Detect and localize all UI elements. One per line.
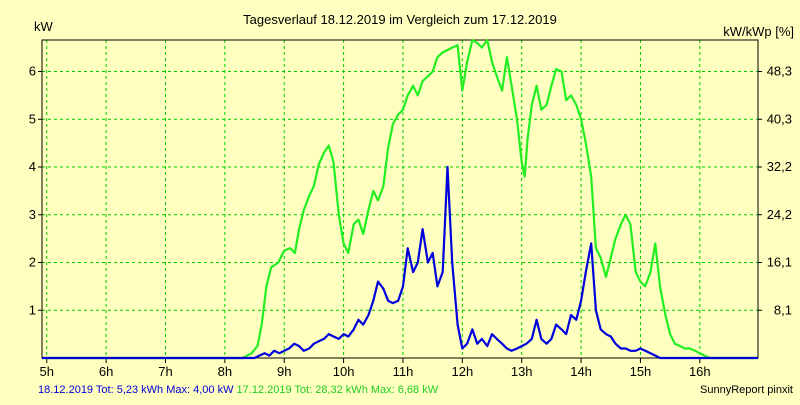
y-tick-label-right: 24,2 (767, 207, 792, 222)
y-tick-label-left: 3 (29, 207, 36, 222)
y-tick-label-left: 1 (29, 302, 36, 317)
y-tick-label-right: 8,1 (774, 302, 792, 317)
series-lines (42, 38, 758, 360)
x-tick-label: 13h (511, 364, 533, 379)
y-axis-right-label: kW/kWp [%] (723, 24, 794, 39)
x-tick-label: 12h (451, 364, 473, 379)
legend-entry: 18.12.2019 Tot: 5,23 kWh Max: 4,00 kW (38, 384, 234, 396)
x-tick-label: 15h (630, 364, 652, 379)
series-line-18-12-2019 (42, 165, 758, 360)
legend-entry: 17.12.2019 Tot: 28,32 kWh Max: 6,68 kW (233, 384, 438, 396)
x-tick-label: 9h (277, 364, 291, 379)
y-axis-left-label: kW (34, 19, 54, 34)
y-tick-label-right: 16,1 (767, 255, 792, 270)
chart-title: Tagesverlauf 18.12.2019 im Vergleich zum… (243, 12, 557, 27)
plot-frame (41, 39, 759, 359)
x-tick-label: 14h (570, 364, 592, 379)
legend: 18.12.2019 Tot: 5,23 kWh Max: 4,00 kW 17… (38, 384, 439, 396)
footer-credit: SunnyReport pinxit (700, 384, 793, 396)
x-tick-label: 7h (158, 364, 172, 379)
y-tick-label-left: 5 (29, 111, 36, 126)
x-tick-label: 10h (333, 364, 355, 379)
x-tick-label: 11h (393, 364, 414, 379)
x-tick-label: 16h (689, 364, 711, 379)
x-tick-label: 6h (99, 364, 113, 379)
y-tick-label-left: 2 (29, 255, 36, 270)
y-tick-label-right: 32,2 (767, 159, 792, 174)
series-line-17-12-2019 (42, 38, 758, 360)
x-tick-label: 5h (40, 364, 54, 379)
y-tick-label-right: 48,3 (767, 64, 792, 79)
y-tick-label-right: 40,3 (767, 111, 792, 126)
y-tick-label-left: 6 (29, 64, 36, 79)
axis-ticks: 5h 6h 7h 8h 9h 10h 11h 12h 13h 14h 15h 16h 1 2 3 4 5 6 8,1… (29, 64, 792, 379)
x-tick-label: 8h (218, 364, 232, 379)
y-tick-label-left: 4 (29, 159, 36, 174)
